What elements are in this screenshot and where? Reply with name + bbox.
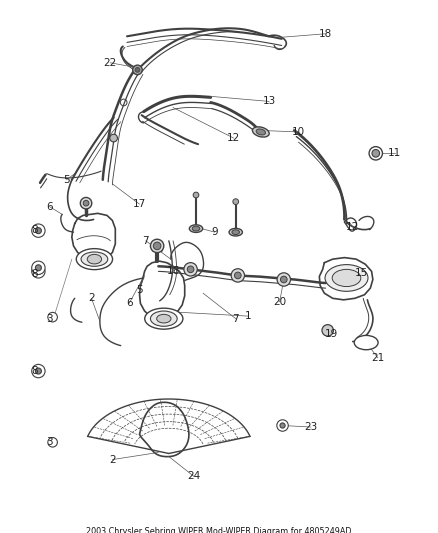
Text: 11: 11	[388, 148, 401, 158]
Text: 22: 22	[104, 58, 117, 68]
Ellipse shape	[76, 248, 113, 270]
Text: 10: 10	[292, 127, 305, 137]
Text: 19: 19	[325, 329, 339, 339]
Circle shape	[133, 65, 142, 75]
Circle shape	[48, 438, 57, 447]
Circle shape	[32, 261, 45, 274]
Circle shape	[80, 197, 92, 209]
Circle shape	[369, 147, 382, 160]
Text: 15: 15	[354, 268, 368, 278]
Text: 8: 8	[32, 269, 39, 279]
Text: 5: 5	[63, 175, 70, 185]
Ellipse shape	[145, 308, 183, 329]
Ellipse shape	[189, 225, 203, 232]
Circle shape	[153, 242, 161, 250]
Text: 13: 13	[262, 96, 276, 107]
Text: 12: 12	[346, 222, 360, 232]
Circle shape	[110, 134, 117, 142]
Circle shape	[234, 272, 241, 279]
Text: 24: 24	[187, 471, 201, 481]
Text: 21: 21	[371, 353, 385, 363]
Ellipse shape	[81, 252, 108, 266]
Circle shape	[322, 325, 333, 336]
Text: 1: 1	[245, 311, 251, 321]
Circle shape	[35, 228, 42, 233]
Circle shape	[32, 224, 45, 237]
Text: 2003 Chrysler Sebring WIPER Mod-WIPER Diagram for 4805249AD: 2003 Chrysler Sebring WIPER Mod-WIPER Di…	[86, 527, 352, 533]
Text: 5: 5	[136, 285, 143, 295]
Circle shape	[277, 420, 288, 431]
Circle shape	[187, 266, 194, 273]
Text: 3: 3	[46, 313, 53, 324]
Ellipse shape	[229, 228, 242, 236]
Ellipse shape	[87, 254, 102, 264]
Circle shape	[150, 239, 164, 253]
Text: 6: 6	[126, 298, 132, 309]
Ellipse shape	[232, 230, 240, 235]
Text: 8: 8	[32, 224, 39, 235]
Circle shape	[184, 263, 197, 276]
Text: 23: 23	[304, 422, 318, 432]
Circle shape	[231, 269, 244, 282]
Circle shape	[32, 365, 45, 378]
Circle shape	[32, 265, 45, 278]
Text: 8: 8	[32, 366, 39, 376]
Circle shape	[280, 276, 287, 283]
Ellipse shape	[157, 314, 171, 323]
Text: 2: 2	[109, 455, 116, 465]
Circle shape	[233, 199, 239, 205]
Text: 7: 7	[142, 236, 149, 246]
Circle shape	[35, 265, 42, 271]
Text: 7: 7	[233, 313, 239, 324]
Circle shape	[83, 200, 89, 206]
Circle shape	[193, 192, 199, 198]
Text: 18: 18	[319, 29, 332, 39]
Circle shape	[35, 368, 42, 374]
Circle shape	[35, 268, 42, 274]
Text: 3: 3	[46, 437, 53, 447]
Circle shape	[277, 273, 290, 286]
Circle shape	[372, 149, 380, 157]
Text: 2: 2	[88, 293, 95, 303]
Ellipse shape	[354, 335, 378, 350]
Circle shape	[48, 312, 57, 322]
Ellipse shape	[192, 226, 200, 231]
Circle shape	[135, 68, 140, 72]
Text: 20: 20	[273, 297, 286, 307]
Ellipse shape	[325, 264, 368, 292]
Ellipse shape	[256, 129, 265, 135]
Text: 16: 16	[166, 266, 180, 276]
Text: 17: 17	[133, 199, 146, 209]
Circle shape	[280, 423, 285, 428]
Ellipse shape	[252, 127, 269, 137]
Text: 12: 12	[227, 133, 240, 143]
Text: 6: 6	[46, 201, 53, 212]
Ellipse shape	[332, 269, 361, 287]
Ellipse shape	[150, 311, 177, 326]
Text: 9: 9	[212, 227, 218, 237]
